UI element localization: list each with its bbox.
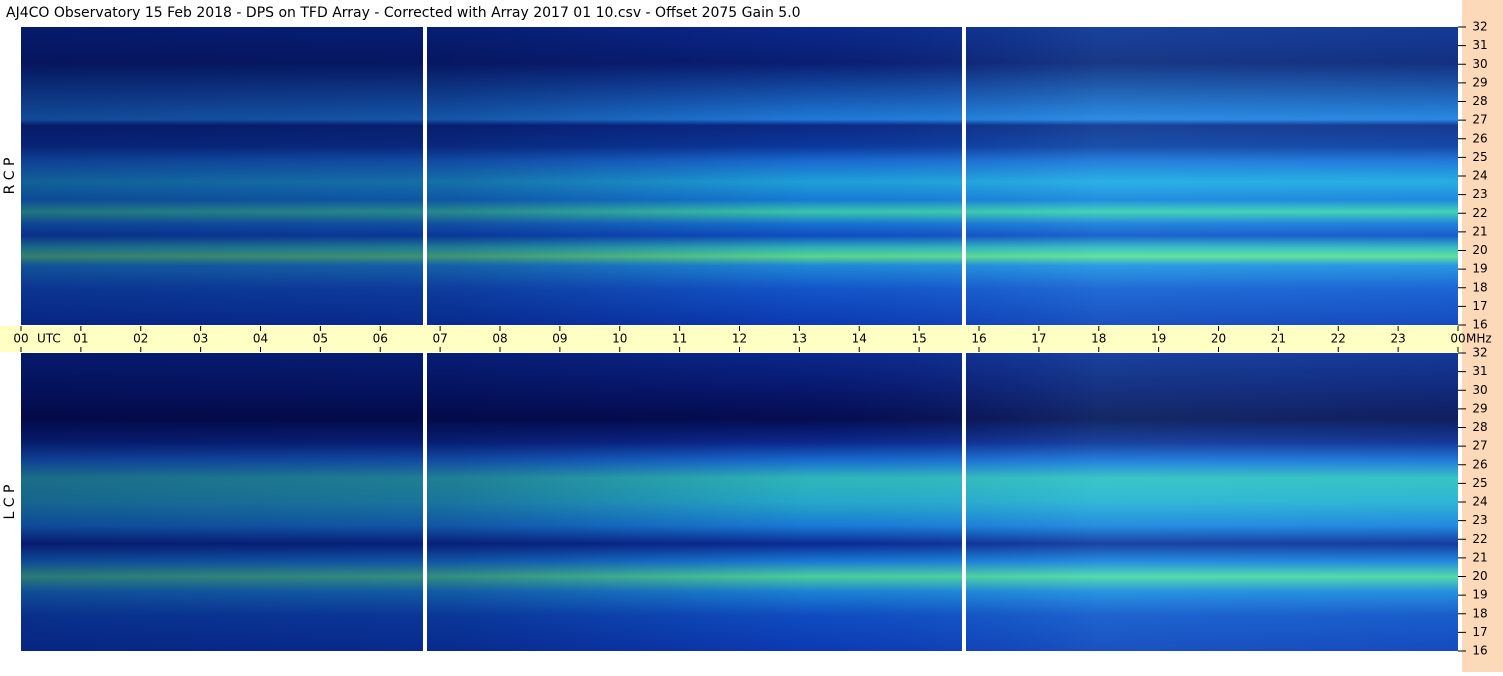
y-tick-label: 17 xyxy=(1472,625,1487,639)
x-tick-label: 07 xyxy=(432,332,447,346)
y-tick-label: 20 xyxy=(1472,569,1487,583)
x-tick-label: 03 xyxy=(193,332,208,346)
spectrogram-shade xyxy=(21,27,1458,325)
data-gap xyxy=(962,27,966,325)
y-tick-label: 22 xyxy=(1472,532,1487,546)
y-tick-label: 23 xyxy=(1472,513,1487,527)
y-tick-label: 26 xyxy=(1472,131,1487,145)
x-tick-label: 01 xyxy=(73,332,88,346)
y-tick-label: 27 xyxy=(1472,439,1487,453)
y-unit-label: MHz xyxy=(1466,332,1492,346)
y-tick-label: 23 xyxy=(1472,187,1487,201)
spectrogram-shade xyxy=(21,353,1458,651)
y-tick-label: 18 xyxy=(1472,280,1487,294)
x-tick-label: 02 xyxy=(133,332,148,346)
x-tick-label: 13 xyxy=(792,332,807,346)
y-tick-label: 27 xyxy=(1472,113,1487,127)
y-tick-label: 19 xyxy=(1472,262,1487,276)
data-gap xyxy=(962,353,966,651)
x-tick-label: 21 xyxy=(1271,332,1286,346)
y-tick-label: 21 xyxy=(1472,550,1487,564)
x-tick-label: 08 xyxy=(492,332,507,346)
y-tick-label: 29 xyxy=(1472,401,1487,415)
x-tick-label: 00 xyxy=(13,332,28,346)
y-tick-label: 26 xyxy=(1472,457,1487,471)
data-gap xyxy=(423,27,427,325)
y-tick-label: 24 xyxy=(1472,169,1487,183)
x-tick-label: 00 xyxy=(1450,332,1465,346)
y-axis-label: R C P xyxy=(2,158,18,195)
x-tick-label: 19 xyxy=(1151,332,1166,346)
x-tick-label: 10 xyxy=(612,332,627,346)
x-tick-label: 05 xyxy=(313,332,328,346)
y-tick-label: 16 xyxy=(1472,318,1487,332)
x-tick-label: 22 xyxy=(1331,332,1346,346)
y-tick-label: 22 xyxy=(1472,206,1487,220)
y-tick-label: 19 xyxy=(1472,588,1487,602)
y-tick-label: 25 xyxy=(1472,150,1487,164)
y-tick-label: 30 xyxy=(1472,383,1487,397)
y-tick-label: 29 xyxy=(1472,75,1487,89)
x-tick-label: 23 xyxy=(1390,332,1405,346)
x-tick-label: 20 xyxy=(1211,332,1226,346)
y-tick-label: 24 xyxy=(1472,495,1487,509)
y-tick-label: 20 xyxy=(1472,243,1487,257)
y-tick-label: 32 xyxy=(1472,346,1487,360)
x-tick-label: 11 xyxy=(672,332,687,346)
x-tick-label: 04 xyxy=(253,332,268,346)
y-tick-label: 28 xyxy=(1472,420,1487,434)
y-tick-label: 18 xyxy=(1472,606,1487,620)
y-tick-label: 16 xyxy=(1472,644,1487,658)
x-tick-label: 14 xyxy=(852,332,867,346)
y-tick-label: 32 xyxy=(1472,20,1487,34)
x-tick-label: 06 xyxy=(373,332,388,346)
x-tick-label: 09 xyxy=(552,332,567,346)
axis-strip xyxy=(1462,0,1503,672)
data-gap xyxy=(423,353,427,651)
y-tick-label: 21 xyxy=(1472,224,1487,238)
y-tick-label: 28 xyxy=(1472,94,1487,108)
y-tick-label: 31 xyxy=(1472,38,1487,52)
y-axis-label: L C P xyxy=(2,485,18,520)
y-tick-label: 25 xyxy=(1472,476,1487,490)
x-tick-label: 18 xyxy=(1091,332,1106,346)
y-tick-label: 30 xyxy=(1472,57,1487,71)
chart-title: AJ4CO Observatory 15 Feb 2018 - DPS on T… xyxy=(6,5,801,21)
y-tick-label: 17 xyxy=(1472,299,1487,313)
x-unit-label: UTC xyxy=(37,332,61,346)
x-tick-label: 16 xyxy=(971,332,986,346)
x-tick-label: 17 xyxy=(1031,332,1046,346)
x-tick-label: 15 xyxy=(911,332,926,346)
x-tick-label: 12 xyxy=(732,332,747,346)
y-tick-label: 31 xyxy=(1472,364,1487,378)
